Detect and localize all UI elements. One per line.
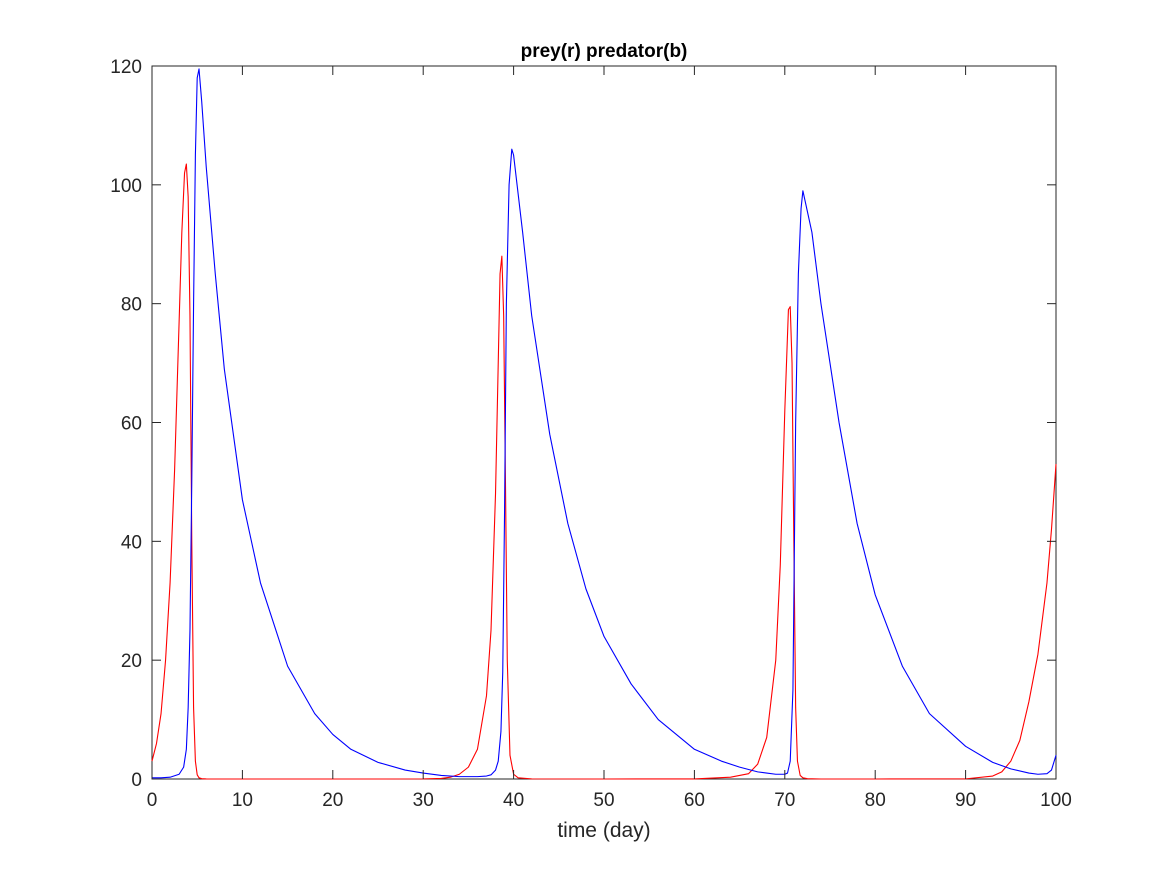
x-axis-label: time (day) bbox=[557, 819, 650, 842]
axes-box bbox=[151, 65, 1057, 780]
series-line-predator bbox=[152, 68, 1057, 779]
series-layer bbox=[151, 68, 1057, 780]
x-tick-label: 70 bbox=[774, 790, 795, 811]
chart-title: prey(r) predator(b) bbox=[521, 41, 688, 62]
x-tick-label: 90 bbox=[955, 790, 976, 811]
x-tick-label: 80 bbox=[865, 790, 886, 811]
x-tick-label: 100 bbox=[1040, 790, 1072, 811]
x-tick-label: 50 bbox=[593, 790, 614, 811]
y-tick-label: 40 bbox=[121, 532, 142, 553]
plot-area: 0 10 20 30 40 50 60 70 80 90 100 0 20 40 60 80 100 120 bbox=[110, 57, 1072, 811]
y-tick-label: 100 bbox=[110, 176, 142, 197]
x-tick-label: 60 bbox=[684, 790, 705, 811]
x-tick-label: 10 bbox=[232, 790, 253, 811]
y-tick-label: 20 bbox=[121, 651, 142, 672]
x-axis-ticks: 0 10 20 30 40 50 60 70 80 90 100 bbox=[147, 66, 1072, 811]
x-tick-label: 20 bbox=[322, 790, 343, 811]
y-tick-label: 120 bbox=[110, 57, 142, 78]
y-axis-ticks: 0 20 40 60 80 100 120 bbox=[110, 57, 1056, 791]
x-tick-label: 0 bbox=[147, 790, 158, 811]
y-tick-label: 80 bbox=[121, 295, 142, 316]
x-tick-label: 30 bbox=[413, 790, 434, 811]
y-tick-label: 0 bbox=[131, 770, 142, 791]
x-tick-label: 40 bbox=[503, 790, 524, 811]
y-tick-label: 60 bbox=[121, 414, 142, 435]
series-line-prey bbox=[151, 163, 1057, 780]
